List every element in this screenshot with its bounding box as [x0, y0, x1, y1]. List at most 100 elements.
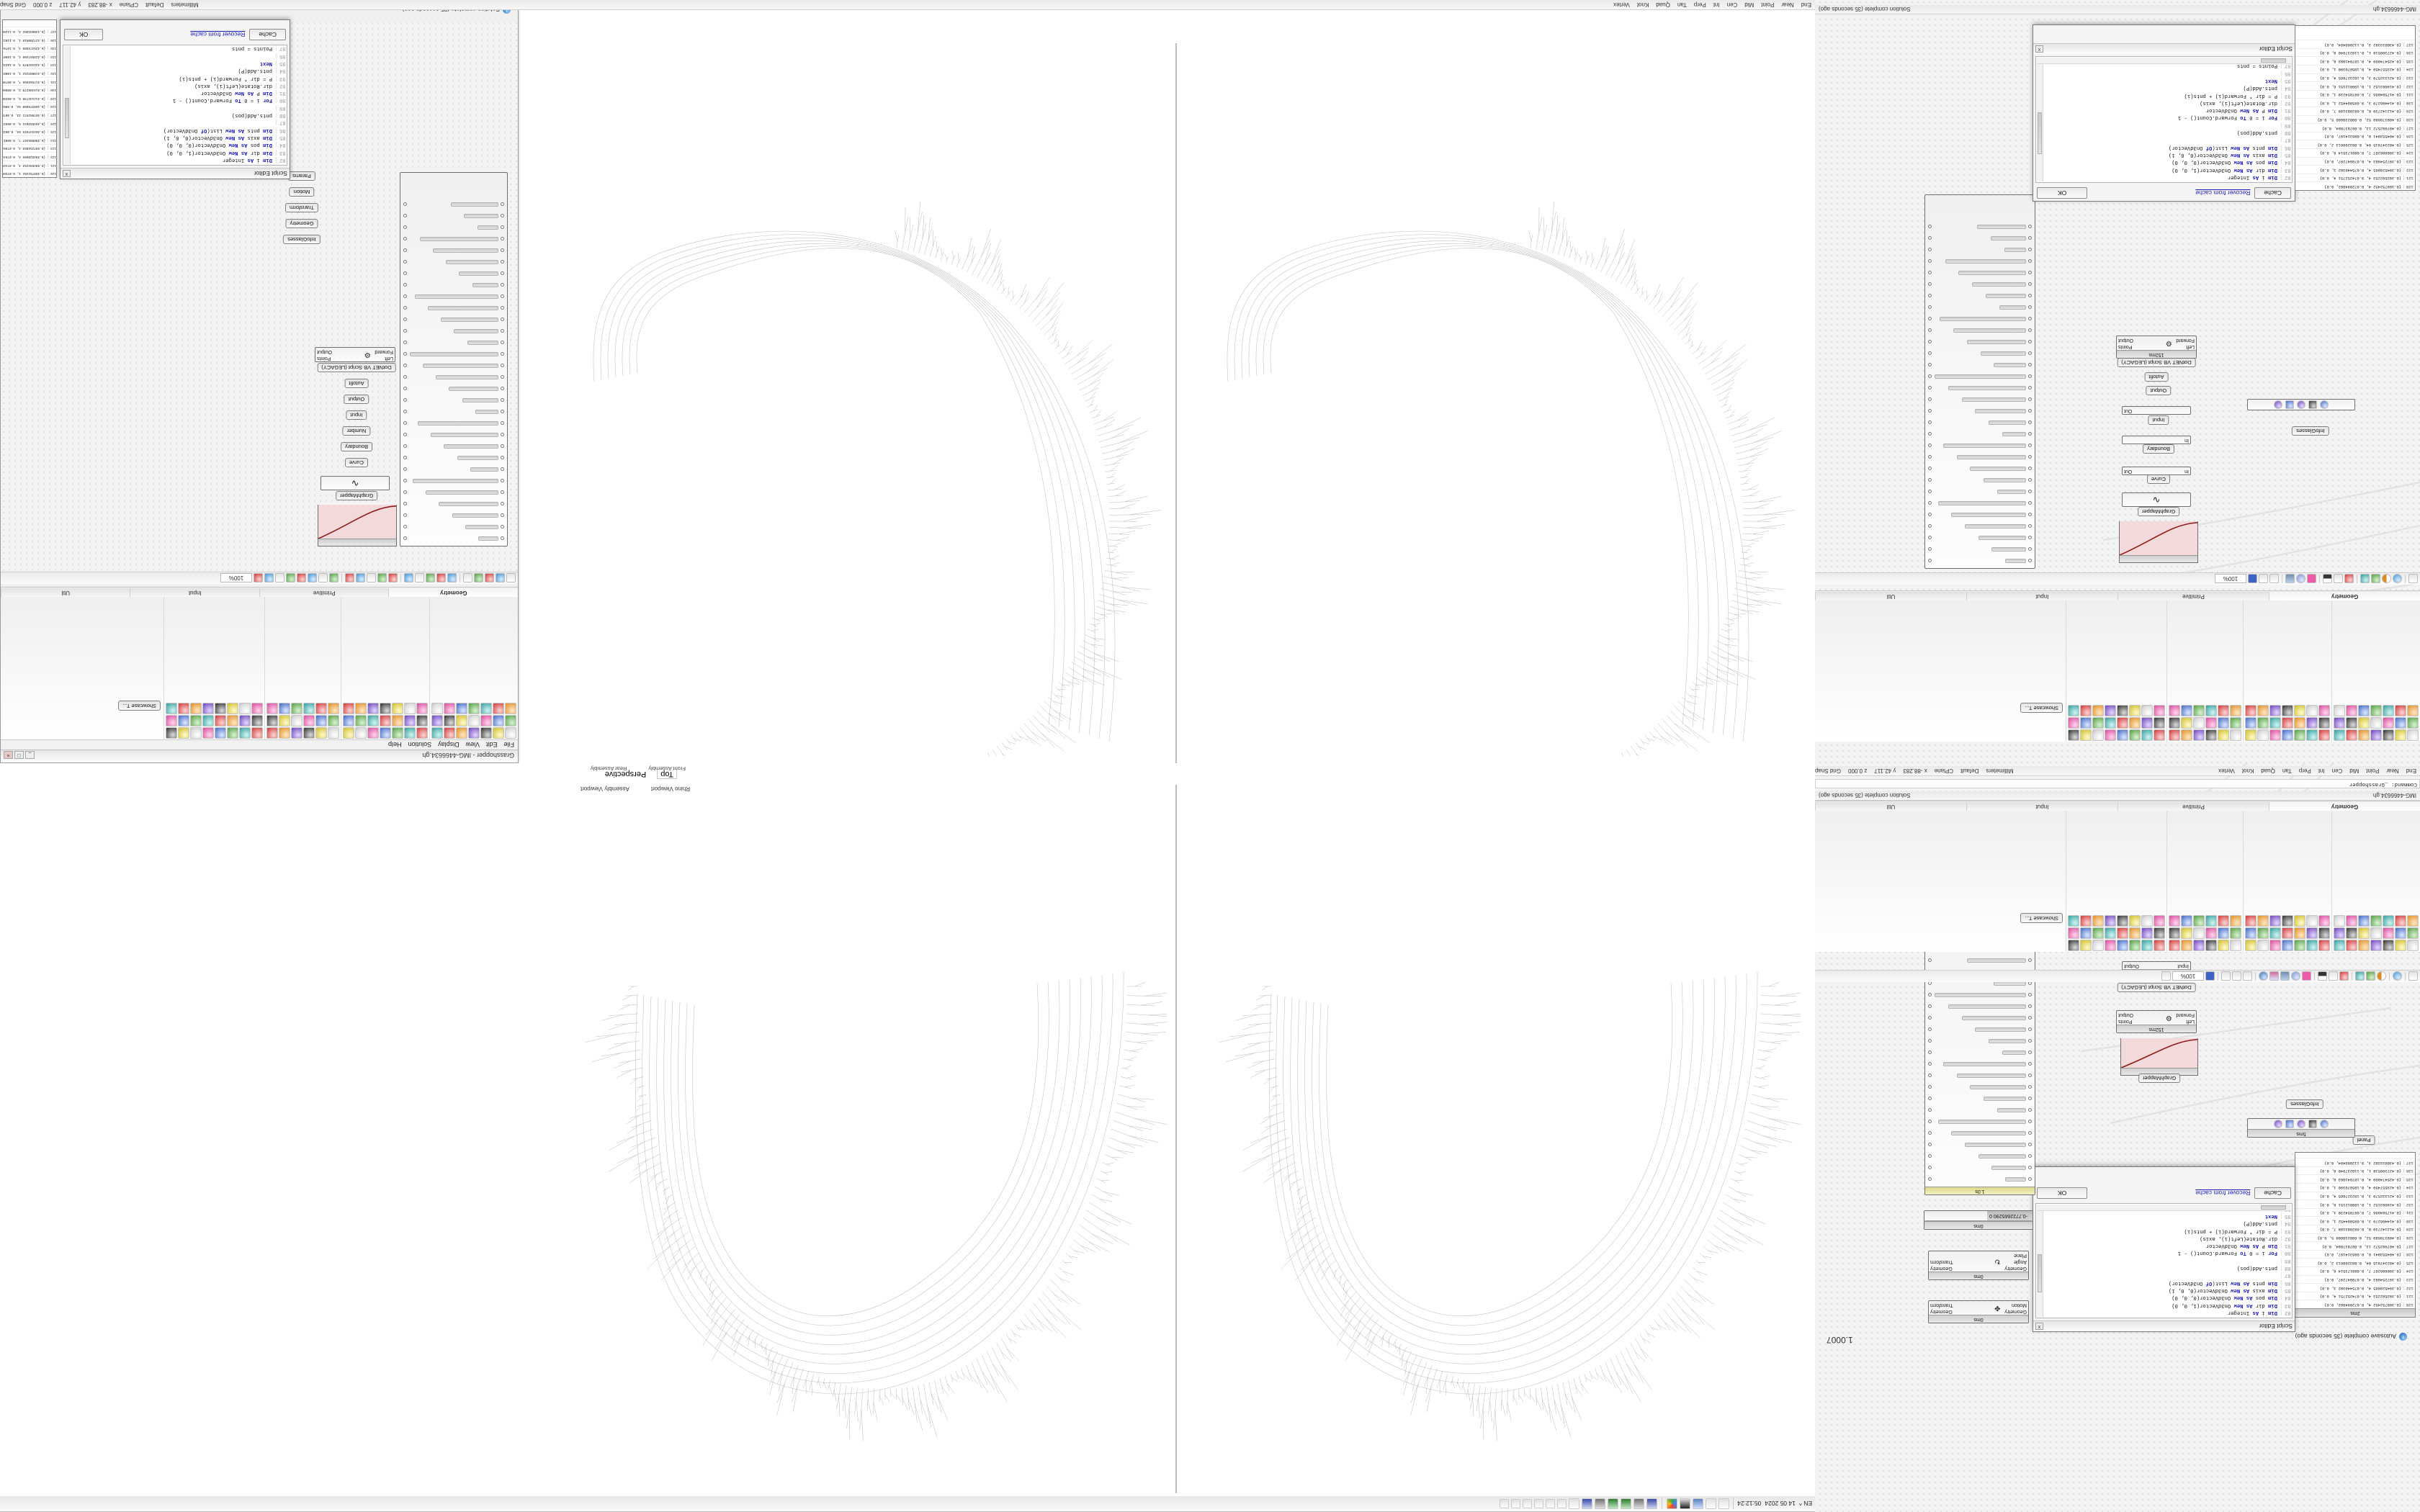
s-circle-icon[interactable] — [2296, 574, 2305, 584]
component-icon[interactable] — [2068, 705, 2079, 716]
component-icon[interactable] — [2218, 729, 2229, 741]
component-icon[interactable] — [2245, 717, 2257, 729]
component-icon[interactable] — [315, 727, 327, 739]
component-icon[interactable] — [2383, 705, 2394, 716]
code-text[interactable]: Dim pnts As New List(Of On3dVector) — [163, 127, 272, 133]
component-icon[interactable] — [2218, 705, 2229, 716]
component-icon[interactable] — [2306, 717, 2318, 729]
code-text[interactable]: Dim axis As New On3dVector(0, 0, 1) — [2168, 151, 2277, 158]
port-dot[interactable] — [403, 398, 407, 402]
cluster-bar[interactable] — [409, 352, 498, 356]
port-dot[interactable] — [1928, 478, 1932, 482]
recover-from-cache-link[interactable]: Recover from cache — [2195, 189, 2251, 197]
ribbon-group-util[interactable] — [2066, 811, 2166, 952]
port-dot[interactable] — [403, 202, 407, 207]
component-icon[interactable] — [2105, 927, 2116, 939]
ribbon-group-input[interactable] — [2166, 811, 2243, 952]
cluster-bar[interactable] — [462, 398, 498, 402]
component-icon[interactable] — [239, 727, 251, 739]
sphere-icon[interactable] — [2393, 971, 2402, 981]
cluster-bar[interactable] — [1975, 1027, 2026, 1032]
port-dot[interactable] — [501, 456, 504, 460]
port-dot[interactable] — [403, 536, 407, 541]
component-icon[interactable] — [416, 727, 428, 739]
component-icon[interactable] — [2370, 717, 2382, 729]
volume-icon[interactable] — [1546, 1499, 1556, 1508]
paint-green-icon[interactable] — [2371, 574, 2380, 584]
ribbon-tab-util[interactable]: Util — [1, 588, 130, 597]
cluster-bar[interactable] — [1970, 467, 2026, 471]
component-icon[interactable] — [2141, 940, 2153, 951]
component-icon[interactable] — [2129, 927, 2141, 939]
port-dot[interactable] — [2028, 420, 2032, 425]
code-hscrollbar[interactable] — [2037, 58, 2291, 64]
lock-icon[interactable] — [474, 573, 483, 583]
component-icon[interactable] — [367, 727, 379, 739]
cluster-bar[interactable] — [1965, 1143, 2026, 1147]
grasshopper-icon-2[interactable] — [1608, 1498, 1619, 1509]
port-dot[interactable] — [501, 341, 504, 345]
cluster-bar[interactable] — [1937, 501, 2026, 505]
component-icon[interactable] — [480, 715, 492, 726]
cluster-row[interactable] — [1928, 279, 2032, 290]
port-dot[interactable] — [2028, 1062, 2032, 1066]
port-dot[interactable] — [403, 341, 407, 345]
component-icon[interactable] — [2269, 940, 2281, 951]
cluster-row[interactable] — [1928, 463, 2032, 474]
component-icon[interactable] — [2294, 705, 2305, 716]
component-icon[interactable] — [2346, 717, 2357, 729]
component-icon[interactable] — [2358, 927, 2370, 939]
battery-icon[interactable] — [1534, 1499, 1544, 1508]
cluster-row[interactable] — [1928, 498, 2032, 509]
port-dot[interactable] — [2028, 1050, 2032, 1055]
ribbon-tab-geometry[interactable]: Geometry — [2269, 802, 2420, 811]
port-dot[interactable] — [1928, 236, 1932, 240]
port-dot[interactable] — [403, 364, 407, 368]
component-icon[interactable] — [227, 703, 238, 714]
component-icon[interactable] — [315, 703, 327, 714]
component-icon[interactable] — [2318, 927, 2330, 939]
code-vscrollbar[interactable] — [64, 46, 71, 164]
code-text[interactable]: Dim dir As New On3dVector(1, 0, 0) — [2172, 166, 2277, 173]
cluster-row[interactable] — [1928, 348, 2032, 359]
cha-icon[interactable] — [264, 573, 274, 583]
port-dot[interactable] — [2028, 1027, 2032, 1032]
port-dot[interactable] — [2028, 1016, 2032, 1020]
port-dot[interactable] — [1928, 248, 1932, 252]
component-icon[interactable] — [227, 715, 238, 726]
teal-icon[interactable] — [345, 573, 354, 583]
component-icon[interactable] — [493, 727, 504, 739]
component-icon[interactable] — [266, 703, 278, 714]
osnap-cen[interactable]: Cen — [1726, 1, 1738, 8]
port-dot[interactable] — [2028, 993, 2032, 997]
node-input-bl[interactable]: In — [2122, 436, 2191, 444]
cluster-bar[interactable] — [1951, 513, 2026, 517]
cluster-row[interactable] — [403, 268, 504, 279]
paint-teal-icon[interactable] — [2360, 574, 2370, 584]
cluster-icon[interactable] — [404, 573, 413, 583]
component-icon[interactable] — [444, 727, 455, 739]
port-dot[interactable] — [403, 352, 407, 356]
cluster-bar[interactable] — [1996, 490, 2026, 494]
component-icon[interactable] — [2230, 705, 2241, 716]
component-icon[interactable] — [2117, 915, 2128, 927]
code-text[interactable]: For i = 0 To Forward.Count() - 1 — [2177, 114, 2277, 121]
component-icon[interactable] — [2092, 717, 2104, 729]
recover-from-cache-link[interactable]: Recover from cache — [190, 31, 246, 38]
statusbar-item[interactable]: y 42.117 — [59, 1, 81, 8]
component-icon[interactable] — [2346, 729, 2357, 741]
node-rotate-plane-tl[interactable]: 0ms Geometry Angle Plane ↻ Geometry Tran… — [1928, 1251, 2029, 1280]
open-icon[interactable] — [496, 573, 505, 583]
component-icon[interactable] — [2154, 927, 2165, 939]
cluster-row[interactable] — [1928, 1012, 2032, 1024]
component-icon[interactable] — [2092, 915, 2104, 927]
osnap-tan[interactable]: Tan — [1677, 1, 1687, 8]
port-dot[interactable] — [2028, 236, 2032, 240]
component-icon[interactable] — [2383, 940, 2394, 951]
cluster-bar[interactable] — [2002, 1050, 2026, 1055]
code-text[interactable]: For i = 0 To Forward.Count() - 1 — [2177, 1250, 2277, 1256]
component-icon[interactable] — [251, 703, 263, 714]
cluster-row[interactable] — [1928, 555, 2032, 567]
port-dot[interactable] — [501, 306, 504, 310]
preview-icon[interactable] — [463, 573, 472, 583]
